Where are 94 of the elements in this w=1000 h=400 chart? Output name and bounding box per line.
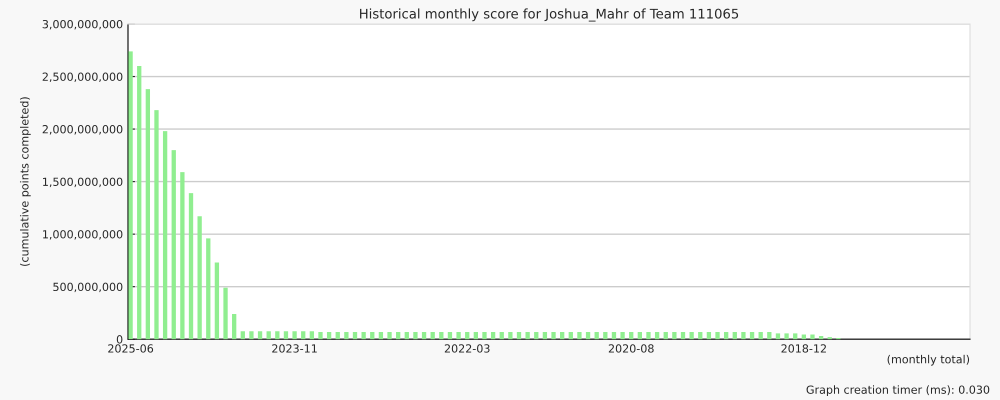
bar [542,332,548,340]
bar [818,336,824,340]
bar [516,332,522,340]
bar [326,332,332,340]
bar [672,332,677,340]
bar [638,332,642,340]
y-tick-label: 500,000,000 [53,282,122,292]
chart-title: Historical monthly score for Joshua_Mahr of Team 111065 [360,8,738,22]
y-axis-title: (cumulative points completed) [20,97,31,266]
bar [154,110,159,340]
x-tick-label: 2020-08 [608,344,654,353]
bar [456,332,461,340]
bar [206,238,210,340]
bar [180,172,185,340]
y-tick-label: 3,000,000,000 [42,20,122,30]
bar [620,332,625,340]
x-axis-title: (monthly total) [888,354,970,366]
bar [534,332,538,340]
bar [612,332,616,340]
x-tick-label: 2023-11 [272,344,317,353]
bar [188,193,194,340]
bar [310,331,314,340]
bar [318,332,323,340]
bar [664,332,668,340]
bar [629,332,634,340]
bar [344,332,349,340]
bar [232,314,236,340]
bar [793,333,798,340]
bar [750,332,754,340]
bar [758,332,763,340]
bar [266,331,271,340]
bar [214,262,220,340]
bar [490,332,496,340]
bar [137,66,142,340]
bar [162,131,168,340]
bar [767,332,772,340]
bar [378,332,384,340]
bar [586,332,590,340]
bar [465,332,470,340]
bar [422,332,426,340]
bar [646,332,651,340]
bar [223,288,228,340]
y-tick-label: 1,500,000,000 [43,178,122,188]
bar [284,331,288,340]
bar [525,332,530,340]
bar [336,332,340,340]
bar [240,331,245,340]
bar [197,216,202,340]
bar [741,332,746,340]
bar [551,332,556,340]
bar [568,332,573,340]
bar [439,332,444,340]
bar [292,331,297,340]
bar [301,331,306,340]
bar [404,332,409,340]
bar [128,51,133,340]
bar [594,332,599,340]
bar [577,332,582,340]
bar [413,332,418,340]
y-tick-label: 2,000,000,000 [42,125,122,135]
bar [706,332,712,340]
bar [172,150,176,340]
y-tick-label: 0 [116,335,122,344]
x-tick-label: 2022-03 [444,344,490,353]
bar [654,332,660,340]
bar [396,332,400,340]
bar [715,332,720,340]
x-tick-label: 2025-06 [108,344,154,353]
bar [430,332,435,340]
bar [370,332,374,340]
bar [680,332,686,340]
bar [448,332,452,340]
bar [698,332,702,340]
bar [146,89,150,340]
bar [724,332,728,340]
bar [387,332,392,340]
bar [352,332,358,340]
bar [689,332,694,340]
bar [560,332,564,340]
y-tick-label: 2,500,000,000 [42,72,122,82]
x-tick-label: 2018-12 [781,344,826,353]
bar [508,332,513,340]
bar [474,332,478,340]
text: Graph creation timer (ms): 0.030 [806,385,990,396]
bar [802,334,806,340]
bar [361,332,366,340]
bar [258,331,262,340]
y-tick-label: 1,000,000,000 [43,230,122,240]
bar [500,332,504,340]
bar [249,331,254,340]
bar [603,332,608,340]
bar [275,331,280,340]
bar [482,332,487,340]
bar [732,332,737,340]
